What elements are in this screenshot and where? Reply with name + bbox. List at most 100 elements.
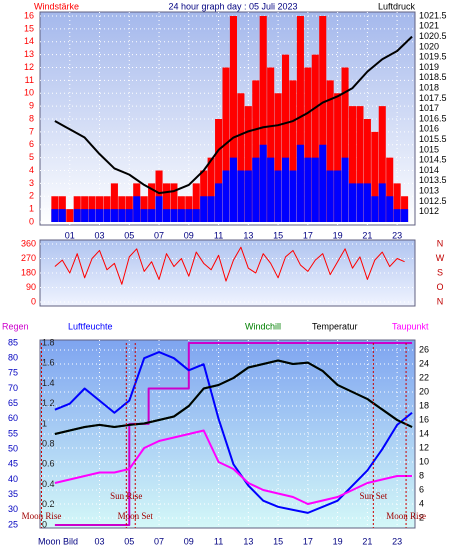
y2-tick-label: 1021 xyxy=(419,21,439,31)
y2-tick-label: 12 xyxy=(419,442,429,452)
bar xyxy=(237,93,245,222)
x-tick-label: 21 xyxy=(362,536,372,546)
y2-tick-label: 1016.5 xyxy=(419,113,447,123)
y2-tick-label: N xyxy=(437,238,444,248)
y-tick-label: 9 xyxy=(29,101,34,111)
x-tick-label: 23 xyxy=(392,536,402,546)
bar xyxy=(267,67,275,222)
y2-tick-label: 22 xyxy=(419,372,429,382)
y2-tick-label: 6 xyxy=(419,484,424,494)
y3-tick-label: 1 xyxy=(42,418,47,428)
y-tick-label: 50 xyxy=(8,444,18,454)
x-tick-label: 11 xyxy=(214,230,223,240)
bar xyxy=(304,157,312,222)
y2-tick-label: 1017.5 xyxy=(419,93,447,103)
bar xyxy=(252,157,260,222)
event-label: Moon Rise xyxy=(22,511,62,521)
bar xyxy=(170,183,178,222)
bar xyxy=(177,209,185,222)
chart-title: 24 hour graph day : 05 Juli 2023 xyxy=(168,1,297,11)
y2-tick-label: 1013 xyxy=(419,185,439,195)
y-tick-label: 6 xyxy=(29,139,34,149)
bar xyxy=(162,183,171,222)
y-tick-label: 270 xyxy=(21,253,36,263)
bar xyxy=(348,183,357,222)
x-axis-label: Moon Bild xyxy=(38,536,78,546)
bar xyxy=(162,209,171,222)
y-tick-label: 8 xyxy=(29,113,34,123)
bar xyxy=(386,196,394,222)
y2-tick-label: W xyxy=(436,253,445,263)
y-tick-label: 16 xyxy=(24,10,34,20)
bar xyxy=(371,131,379,222)
bar xyxy=(125,209,133,222)
bar xyxy=(200,196,208,222)
bar xyxy=(66,209,74,222)
y2-tick-label: 1021.5 xyxy=(419,10,447,20)
bar xyxy=(140,209,148,222)
y2-tick-label: 1015.5 xyxy=(419,134,447,144)
y-tick-label: 10 xyxy=(24,88,34,98)
x-tick-label: 13 xyxy=(243,230,253,240)
bar xyxy=(252,80,260,222)
bar xyxy=(311,54,319,222)
bar xyxy=(110,209,118,222)
bar xyxy=(319,144,327,222)
bar xyxy=(334,93,342,222)
bar xyxy=(58,209,66,222)
y-tick-label: 85 xyxy=(8,337,18,347)
bar xyxy=(393,209,401,222)
y-tick-label: 3 xyxy=(29,178,34,188)
bar xyxy=(274,170,282,222)
bar xyxy=(118,209,126,222)
y-tick-label: 90 xyxy=(26,282,36,292)
x-tick-label: 11 xyxy=(214,536,223,546)
bar xyxy=(88,209,96,222)
y-tick-label: 65 xyxy=(8,398,18,408)
y-tick-label: 40 xyxy=(8,474,18,484)
bar xyxy=(51,209,59,222)
y-tick-label: 80 xyxy=(8,353,18,363)
bar xyxy=(148,183,156,222)
y2-tick-label: 20 xyxy=(419,386,429,396)
bar xyxy=(282,157,290,222)
bar xyxy=(103,209,111,222)
bar xyxy=(259,16,267,222)
y-tick-label: 0 xyxy=(31,296,36,306)
y3-tick-label: 1.8 xyxy=(42,337,55,347)
x-tick-label: 05 xyxy=(124,536,134,546)
x-tick-label: 09 xyxy=(184,536,194,546)
y-tick-label: 360 xyxy=(21,238,36,248)
y2-tick-label: O xyxy=(436,282,443,292)
series-line xyxy=(54,35,413,195)
y2-tick-label: 1013.5 xyxy=(419,175,447,185)
y-tick-label: 75 xyxy=(8,368,18,378)
bar xyxy=(192,209,200,222)
series-line xyxy=(54,351,413,514)
bar xyxy=(185,209,193,222)
bar xyxy=(296,16,304,222)
y-tick-label: 5 xyxy=(29,152,34,162)
y-tick-label: 45 xyxy=(8,459,18,469)
y-tick-label: 11 xyxy=(25,75,34,85)
legend-dewpoint: Taupunkt xyxy=(392,321,429,331)
y-tick-label: 4 xyxy=(29,165,34,175)
event-label: Sun Set xyxy=(359,491,387,501)
x-tick-label: 17 xyxy=(303,536,313,546)
bar xyxy=(363,119,371,222)
y2-tick-label: 1020 xyxy=(419,41,439,51)
legend-temperature: Temperatur xyxy=(312,321,358,331)
x-tick-label: 17 xyxy=(303,230,313,240)
wind-label: Windstärke xyxy=(34,1,79,11)
event-label: Sun Rise xyxy=(110,491,142,501)
bar xyxy=(274,93,282,222)
y-tick-label: 0 xyxy=(29,216,34,226)
x-tick-label: 05 xyxy=(124,230,134,240)
x-tick-label: 03 xyxy=(95,230,105,240)
bar xyxy=(341,67,349,222)
bar xyxy=(393,183,401,222)
y-tick-label: 14 xyxy=(24,36,34,46)
y2-tick-label: 1014 xyxy=(419,165,439,175)
bar xyxy=(334,170,342,222)
